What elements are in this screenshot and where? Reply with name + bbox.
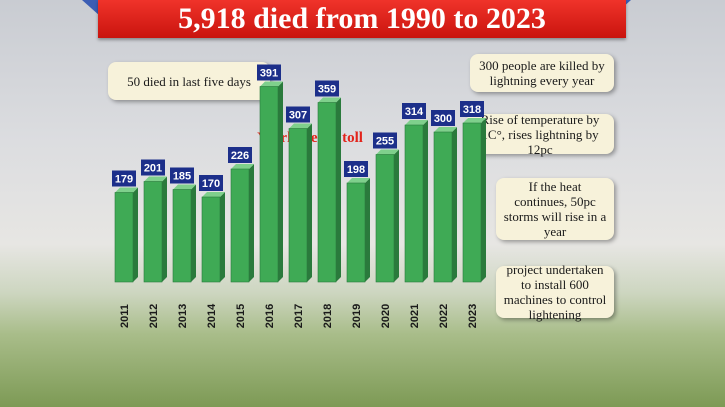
bar-2015: [230, 168, 250, 283]
bar-top: [202, 192, 225, 197]
category-label: 2012: [148, 304, 160, 328]
category-label: 2020: [380, 304, 392, 328]
value-label: 198: [347, 164, 365, 176]
bar-top: [434, 127, 457, 132]
value-label-box: [431, 110, 455, 126]
value-label: 255: [376, 136, 394, 148]
category-label: 2011: [119, 304, 131, 328]
value-label-box: [199, 175, 223, 191]
bar-side: [336, 97, 341, 282]
bar-side: [249, 164, 254, 282]
value-label: 170: [202, 178, 220, 190]
bar-2011: [114, 192, 134, 283]
bar-side: [307, 123, 312, 282]
bar-2014: [201, 196, 221, 283]
note-left: 50 died in last five days: [108, 62, 270, 100]
bar-top: [115, 187, 138, 193]
category-label: 2022: [438, 304, 450, 328]
bar-2021: [404, 124, 424, 283]
bar-side: [220, 192, 225, 282]
category-label: 2014: [206, 303, 218, 328]
value-label: 314: [405, 106, 424, 118]
value-label-box: [344, 161, 368, 177]
bar-top: [347, 178, 370, 183]
bar-side: [191, 184, 196, 282]
category-label: 2013: [177, 304, 189, 328]
bar-top: [405, 120, 428, 125]
bar-top: [463, 118, 486, 123]
bar-2017: [288, 128, 308, 283]
bar-side: [481, 118, 486, 282]
bar-side: [452, 127, 457, 282]
category-label: 2017: [293, 304, 305, 328]
value-label-box: [460, 101, 484, 117]
bar-2022: [433, 131, 453, 283]
bar-2019: [346, 182, 366, 283]
bar-top: [376, 149, 399, 155]
category-label: 2021: [409, 304, 421, 328]
value-label-box: [286, 106, 310, 123]
bar-top: [260, 81, 283, 87]
note-right-1: 300 people are killed by lightning every…: [470, 54, 614, 92]
value-label: 391: [260, 68, 278, 80]
value-label-box: [315, 80, 339, 97]
value-label-box: [257, 64, 281, 81]
bar-top: [173, 184, 196, 190]
value-label: 226: [231, 150, 249, 162]
note-right-3: If the heat continues, 50pc storms will …: [496, 178, 614, 240]
bar-side: [278, 81, 283, 282]
bar-2013: [172, 189, 192, 283]
bar-2023: [462, 122, 482, 283]
bar-top: [231, 164, 254, 169]
category-label: 2016: [264, 304, 276, 328]
category-label: 2015: [235, 304, 247, 328]
bar-2016: [259, 86, 279, 283]
page-title: 5,918 died from 1990 to 2023: [98, 0, 626, 38]
value-label: 185: [173, 171, 191, 183]
bar-top: [289, 123, 312, 129]
value-label: 179: [115, 174, 133, 186]
value-label: 201: [144, 163, 162, 175]
ribbon-tail-left: [82, 0, 100, 16]
bar-side: [365, 178, 370, 282]
value-label-box: [141, 159, 165, 176]
value-label-box: [228, 147, 252, 163]
value-label-box: [402, 103, 426, 119]
value-label: 300: [434, 113, 452, 125]
value-label-box: [112, 170, 136, 187]
value-label: 307: [289, 110, 307, 122]
category-label: 2018: [322, 304, 334, 328]
bar-2012: [143, 181, 163, 283]
bar-side: [423, 120, 428, 282]
category-label: 2019: [351, 304, 363, 328]
bar-side: [394, 149, 399, 282]
value-label: 318: [463, 104, 481, 116]
value-label-box: [170, 167, 194, 184]
bar-2020: [375, 154, 395, 283]
bar-side: [133, 187, 138, 282]
bar-2018: [317, 102, 337, 283]
value-label-box: [373, 132, 397, 149]
bar-side: [162, 176, 167, 282]
bar-top: [318, 97, 341, 103]
bar-top: [144, 176, 167, 182]
note-right-2: Rise of temperature by 1C°, rises lightn…: [466, 112, 614, 157]
value-label: 359: [318, 84, 336, 96]
category-label: 2023: [467, 304, 479, 328]
